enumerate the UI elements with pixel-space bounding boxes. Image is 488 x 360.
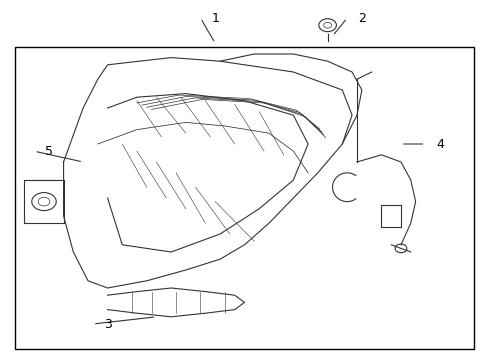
Text: 3: 3	[103, 318, 111, 330]
Bar	[15, 47, 473, 349]
Text: 1: 1	[211, 12, 219, 24]
Text: 4: 4	[435, 138, 443, 150]
Text: 5: 5	[45, 145, 53, 158]
Text: 2: 2	[357, 12, 365, 24]
